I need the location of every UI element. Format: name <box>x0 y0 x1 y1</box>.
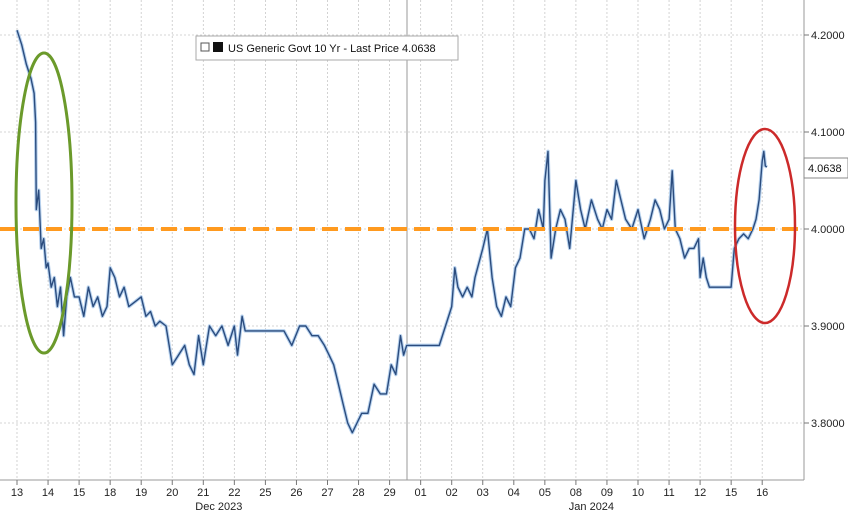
x-tick-label: 05 <box>539 487 551 499</box>
green-highlight-ellipse <box>14 51 74 355</box>
legend-box <box>195 35 459 61</box>
x-tick-label: 09 <box>601 487 613 499</box>
x-tick-label: 28 <box>352 487 364 499</box>
legend-series-swatch <box>213 42 223 52</box>
x-tick-label: 02 <box>446 487 458 499</box>
y-tick-label: 3.8000 <box>811 418 845 430</box>
x-tick-label: 29 <box>383 487 395 499</box>
x-axis-ticks: 13 14 15 18 19 20 21 22 25 26 27 28 29 01 02 03 04 05 08 09… <box>11 480 768 513</box>
x-month-label: Dec 2023 <box>195 501 242 512</box>
legend-label: US Generic Govt 10 Yr - Last Price 4.063… <box>228 43 436 55</box>
x-tick-label: 22 <box>228 487 240 499</box>
y-tick-label: 4.0000 <box>811 224 845 236</box>
red-highlight-ellipse <box>733 127 797 325</box>
x-tick-label: 26 <box>290 487 302 499</box>
last-price-box-bg <box>803 157 848 179</box>
x-tick-label: 21 <box>197 487 209 499</box>
x-tick-label: 08 <box>570 487 582 499</box>
x-tick-label: 14 <box>42 487 54 499</box>
x-tick-label: 03 <box>477 487 489 499</box>
y-tick-label: 4.2000 <box>811 30 845 42</box>
y-tick-label: 4.1000 <box>811 127 845 139</box>
x-tick-label: 12 <box>694 487 706 499</box>
x-month-label: Jan 2024 <box>569 501 614 512</box>
legend-unchecked-box <box>200 42 210 52</box>
last-price-box: 4.0638 <box>803 157 848 179</box>
x-tick-label: 18 <box>104 487 116 499</box>
x-tick-label: 27 <box>321 487 333 499</box>
x-tick-label: 01 <box>415 487 427 499</box>
last-price-label: 4.0638 <box>808 163 842 175</box>
x-tick-label: 10 <box>632 487 644 499</box>
vertical-gridlines <box>16 0 763 480</box>
x-tick-label: 04 <box>508 487 520 499</box>
x-tick-label: 25 <box>259 487 271 499</box>
x-tick-label: 15 <box>725 487 737 499</box>
series-layer <box>15 29 768 435</box>
x-tick-label: 19 <box>135 487 147 499</box>
series-line-us-10yr <box>16 29 768 434</box>
x-tick-label: 13 <box>11 487 23 499</box>
x-tick-label: 11 <box>663 487 674 499</box>
x-tick-label: 15 <box>73 487 85 499</box>
x-tick-label: 16 <box>756 487 768 499</box>
x-tick-label: 20 <box>166 487 178 499</box>
y-tick-label: 3.9000 <box>811 321 845 333</box>
legend: US Generic Govt 10 Yr - Last Price 4.063… <box>195 35 459 61</box>
y-axis-ticks: 3.8000 3.9000 4.0000 4.1000 4.2000 <box>804 30 845 430</box>
